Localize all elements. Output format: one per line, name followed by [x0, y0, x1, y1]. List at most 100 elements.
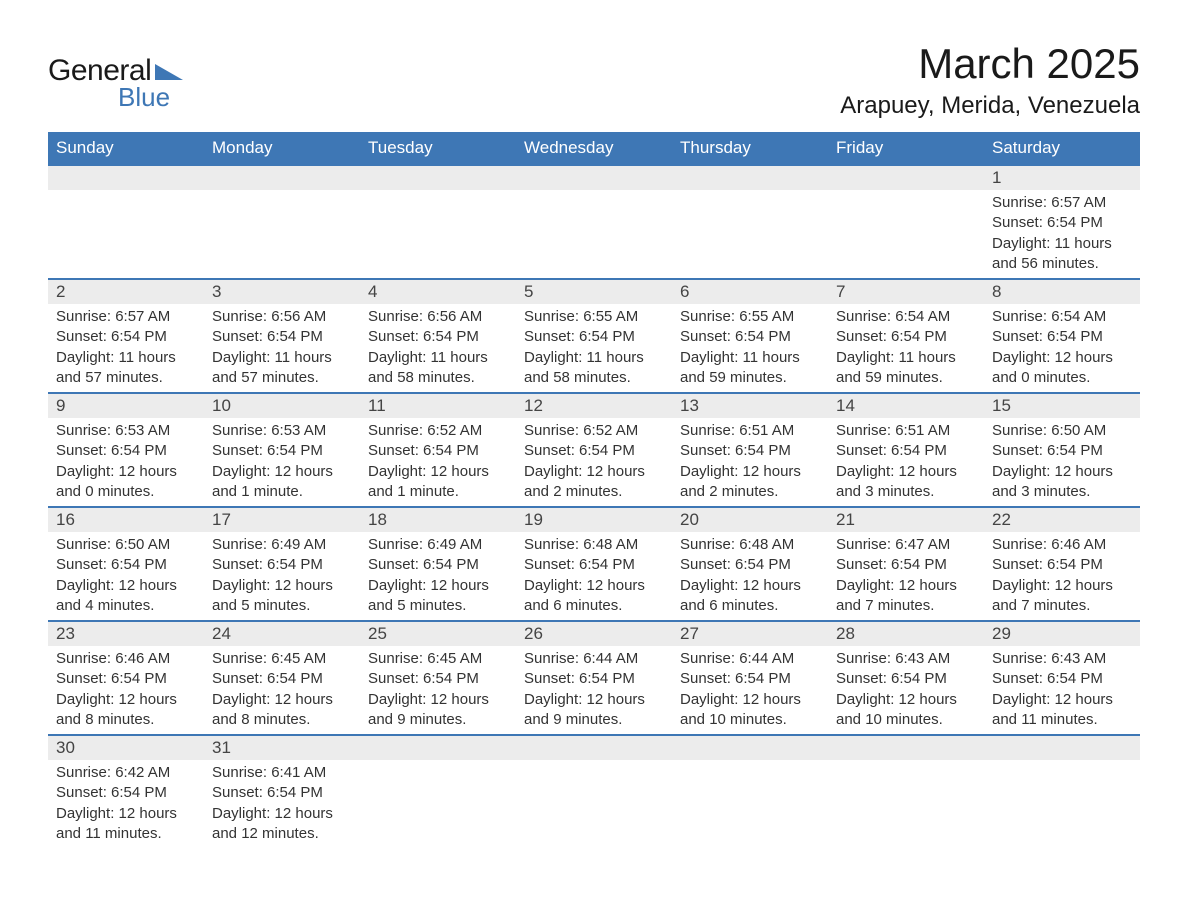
daylight-text: Daylight: 11 hours and 56 minutes.: [992, 234, 1132, 275]
day-detail-cell: Sunrise: 6:48 AMSunset: 6:54 PMDaylight:…: [516, 532, 672, 621]
daylight-text: Daylight: 11 hours and 59 minutes.: [836, 348, 976, 389]
sunset-text: Sunset: 6:54 PM: [992, 669, 1132, 689]
sunrise-text: Sunrise: 6:43 AM: [836, 649, 976, 669]
sunset-text: Sunset: 6:54 PM: [992, 555, 1132, 575]
daylight-text: Daylight: 12 hours and 3 minutes.: [992, 462, 1132, 503]
day-detail-cell: Sunrise: 6:51 AMSunset: 6:54 PMDaylight:…: [828, 418, 984, 507]
daylight-text: Daylight: 12 hours and 0 minutes.: [56, 462, 196, 503]
sunset-text: Sunset: 6:54 PM: [680, 327, 820, 347]
daylight-text: Daylight: 12 hours and 2 minutes.: [524, 462, 664, 503]
day-detail-cell: [48, 190, 204, 279]
sunset-text: Sunset: 6:54 PM: [836, 327, 976, 347]
sunset-text: Sunset: 6:54 PM: [212, 555, 352, 575]
sunrise-text: Sunrise: 6:54 AM: [992, 307, 1132, 327]
day-number-cell: [672, 165, 828, 190]
sunrise-text: Sunrise: 6:51 AM: [680, 421, 820, 441]
daylight-text: Daylight: 12 hours and 9 minutes.: [368, 690, 508, 731]
day-detail-cell: Sunrise: 6:57 AMSunset: 6:54 PMDaylight:…: [48, 304, 204, 393]
sunset-text: Sunset: 6:54 PM: [56, 555, 196, 575]
day-number-cell: 7: [828, 279, 984, 304]
day-detail-cell: Sunrise: 6:56 AMSunset: 6:54 PMDaylight:…: [360, 304, 516, 393]
sunrise-text: Sunrise: 6:51 AM: [836, 421, 976, 441]
sunrise-text: Sunrise: 6:55 AM: [680, 307, 820, 327]
day-detail-cell: Sunrise: 6:49 AMSunset: 6:54 PMDaylight:…: [360, 532, 516, 621]
sunset-text: Sunset: 6:54 PM: [524, 327, 664, 347]
day-number-cell: 14: [828, 393, 984, 418]
day-number-cell: 2: [48, 279, 204, 304]
day-detail-cell: Sunrise: 6:50 AMSunset: 6:54 PMDaylight:…: [984, 418, 1140, 507]
week-daynum-row: 9101112131415: [48, 393, 1140, 418]
sunset-text: Sunset: 6:54 PM: [680, 441, 820, 461]
sunset-text: Sunset: 6:54 PM: [56, 783, 196, 803]
sunrise-text: Sunrise: 6:55 AM: [524, 307, 664, 327]
sunset-text: Sunset: 6:54 PM: [836, 669, 976, 689]
week-detail-row: Sunrise: 6:57 AMSunset: 6:54 PMDaylight:…: [48, 304, 1140, 393]
sunset-text: Sunset: 6:54 PM: [368, 441, 508, 461]
day-number-cell: 21: [828, 507, 984, 532]
sunrise-text: Sunrise: 6:43 AM: [992, 649, 1132, 669]
day-number-cell: 28: [828, 621, 984, 646]
week-daynum-row: 2345678: [48, 279, 1140, 304]
logo-text-blue: Blue: [118, 82, 170, 113]
day-detail-cell: Sunrise: 6:42 AMSunset: 6:54 PMDaylight:…: [48, 760, 204, 848]
day-number-cell: 16: [48, 507, 204, 532]
day-detail-cell: Sunrise: 6:55 AMSunset: 6:54 PMDaylight:…: [672, 304, 828, 393]
day-number-cell: [672, 735, 828, 760]
sunrise-text: Sunrise: 6:56 AM: [368, 307, 508, 327]
sunrise-text: Sunrise: 6:54 AM: [836, 307, 976, 327]
day-header: Wednesday: [516, 132, 672, 165]
day-detail-cell: Sunrise: 6:47 AMSunset: 6:54 PMDaylight:…: [828, 532, 984, 621]
daylight-text: Daylight: 12 hours and 2 minutes.: [680, 462, 820, 503]
day-detail-cell: [516, 760, 672, 848]
daylight-text: Daylight: 12 hours and 7 minutes.: [836, 576, 976, 617]
sunset-text: Sunset: 6:54 PM: [56, 327, 196, 347]
day-number-cell: 31: [204, 735, 360, 760]
day-number-cell: [984, 735, 1140, 760]
day-number-cell: 12: [516, 393, 672, 418]
daylight-text: Daylight: 12 hours and 9 minutes.: [524, 690, 664, 731]
sunrise-text: Sunrise: 6:52 AM: [524, 421, 664, 441]
title-block: March 2025 Arapuey, Merida, Venezuela: [840, 40, 1140, 120]
sunset-text: Sunset: 6:54 PM: [836, 441, 976, 461]
day-detail-cell: [204, 190, 360, 279]
header: General Blue March 2025 Arapuey, Merida,…: [48, 40, 1140, 120]
day-detail-cell: [516, 190, 672, 279]
week-daynum-row: 1: [48, 165, 1140, 190]
day-detail-cell: Sunrise: 6:54 AMSunset: 6:54 PMDaylight:…: [828, 304, 984, 393]
sunrise-text: Sunrise: 6:45 AM: [212, 649, 352, 669]
day-number-cell: [828, 165, 984, 190]
day-detail-cell: [360, 760, 516, 848]
day-detail-cell: [360, 190, 516, 279]
sunrise-text: Sunrise: 6:53 AM: [212, 421, 352, 441]
day-number-cell: 17: [204, 507, 360, 532]
day-number-cell: 20: [672, 507, 828, 532]
day-detail-cell: Sunrise: 6:49 AMSunset: 6:54 PMDaylight:…: [204, 532, 360, 621]
sunrise-text: Sunrise: 6:56 AM: [212, 307, 352, 327]
sunrise-text: Sunrise: 6:48 AM: [680, 535, 820, 555]
day-number-cell: 24: [204, 621, 360, 646]
sunrise-text: Sunrise: 6:46 AM: [56, 649, 196, 669]
day-number-cell: [516, 165, 672, 190]
sunrise-text: Sunrise: 6:48 AM: [524, 535, 664, 555]
day-detail-cell: [828, 190, 984, 279]
sunrise-text: Sunrise: 6:45 AM: [368, 649, 508, 669]
daylight-text: Daylight: 12 hours and 1 minute.: [212, 462, 352, 503]
day-header: Sunday: [48, 132, 204, 165]
sunrise-text: Sunrise: 6:49 AM: [368, 535, 508, 555]
day-number-cell: 15: [984, 393, 1140, 418]
sunset-text: Sunset: 6:54 PM: [212, 783, 352, 803]
week-daynum-row: 23242526272829: [48, 621, 1140, 646]
day-detail-cell: [672, 190, 828, 279]
daylight-text: Daylight: 11 hours and 57 minutes.: [212, 348, 352, 389]
day-detail-cell: Sunrise: 6:45 AMSunset: 6:54 PMDaylight:…: [360, 646, 516, 735]
day-detail-cell: Sunrise: 6:52 AMSunset: 6:54 PMDaylight:…: [516, 418, 672, 507]
day-number-cell: 11: [360, 393, 516, 418]
week-daynum-row: 3031: [48, 735, 1140, 760]
sunrise-text: Sunrise: 6:42 AM: [56, 763, 196, 783]
week-detail-row: Sunrise: 6:50 AMSunset: 6:54 PMDaylight:…: [48, 532, 1140, 621]
sunset-text: Sunset: 6:54 PM: [368, 669, 508, 689]
day-number-cell: [516, 735, 672, 760]
daylight-text: Daylight: 12 hours and 11 minutes.: [56, 804, 196, 845]
daylight-text: Daylight: 11 hours and 59 minutes.: [680, 348, 820, 389]
day-detail-cell: Sunrise: 6:54 AMSunset: 6:54 PMDaylight:…: [984, 304, 1140, 393]
